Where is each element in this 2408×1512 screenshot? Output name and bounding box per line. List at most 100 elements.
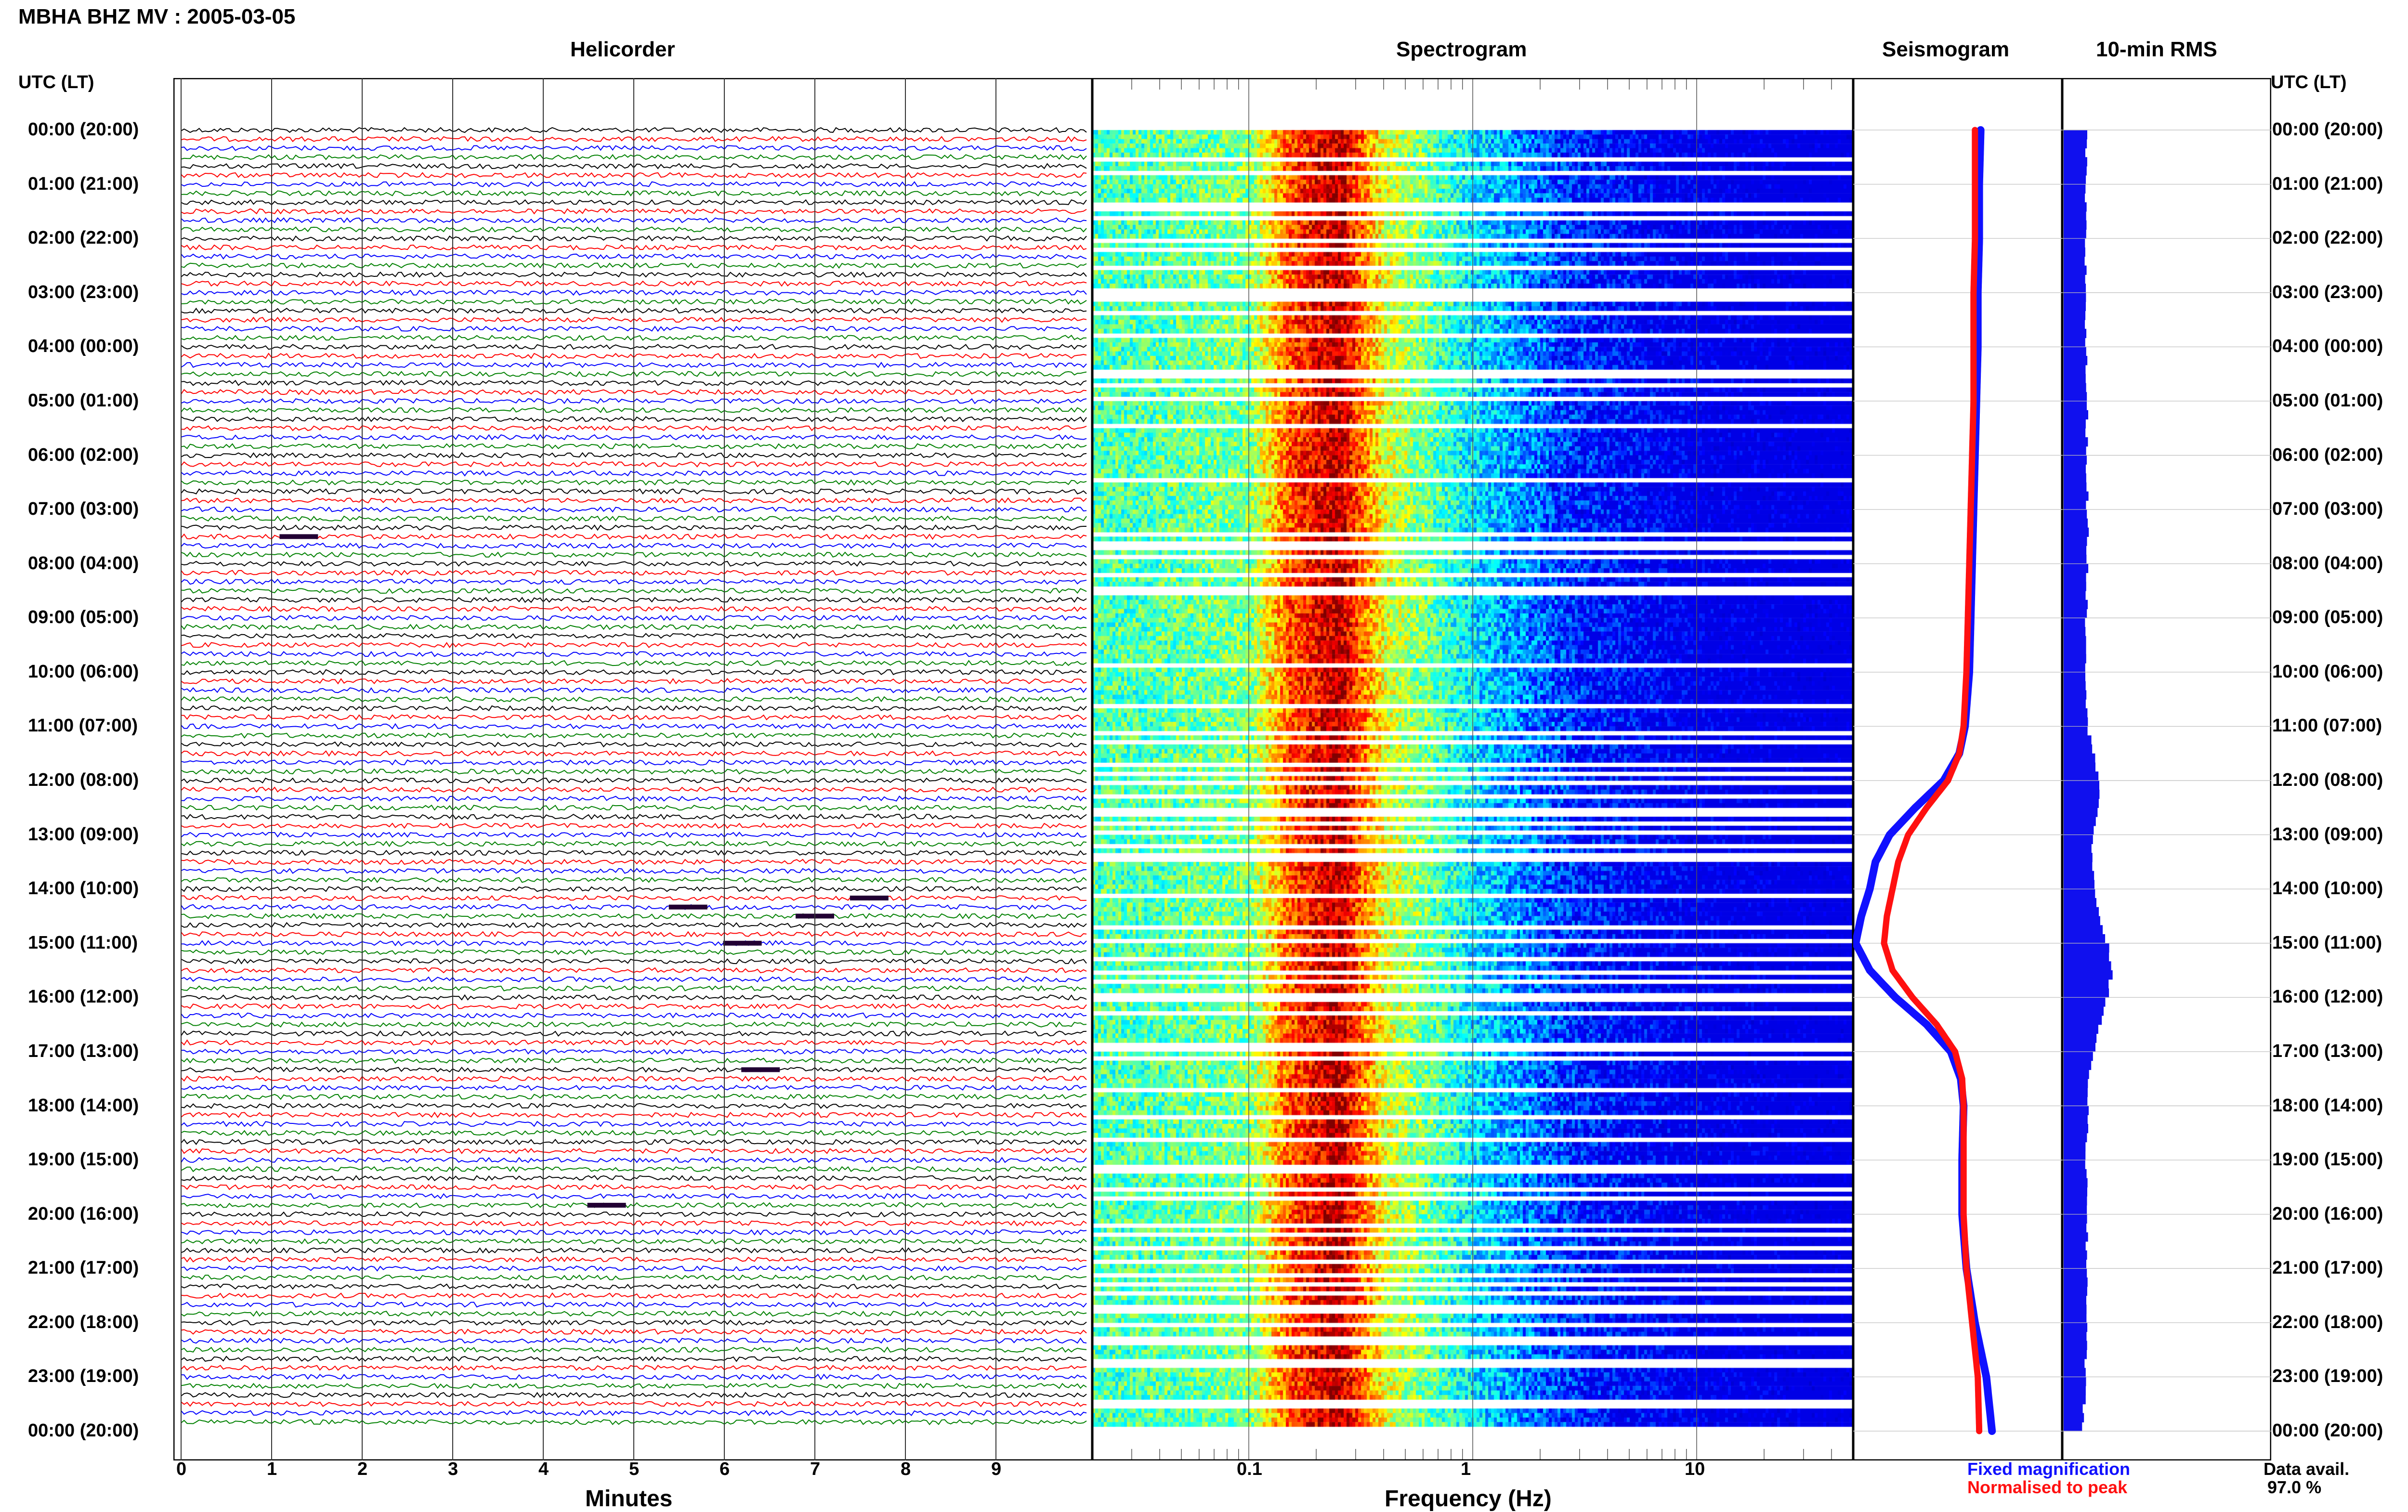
- time-label-left: 09:00 (05:00): [28, 607, 139, 628]
- rms-bar: [2064, 934, 2106, 944]
- rms-bar: [2064, 1133, 2087, 1143]
- rms-bar: [2064, 437, 2088, 447]
- time-label-left: 21:00 (17:00): [28, 1258, 139, 1278]
- rms-bar: [2064, 690, 2087, 700]
- time-label-left: 00:00 (20:00): [28, 119, 139, 140]
- time-label-right: 19:00 (15:00): [2272, 1149, 2383, 1170]
- rms-bar: [2064, 1214, 2087, 1224]
- rms-bar: [2064, 410, 2088, 420]
- minutes-tick: 5: [629, 1459, 640, 1479]
- rms-bar: [2064, 338, 2085, 347]
- rms-bar: [2064, 401, 2087, 411]
- rms-bar: [2064, 139, 2087, 149]
- rms-bar: [2064, 301, 2086, 311]
- rms-bar: [2064, 1232, 2088, 1242]
- time-label-left: 07:00 (03:00): [28, 499, 139, 520]
- time-label-left: 15:00 (11:00): [28, 932, 138, 953]
- rms-bar: [2064, 1088, 2088, 1097]
- time-label-left: 14:00 (10:00): [28, 878, 139, 899]
- time-label-right: 21:00 (17:00): [2272, 1258, 2383, 1278]
- time-label-left: 13:00 (09:00): [28, 824, 139, 845]
- rms-bar: [2064, 1277, 2088, 1287]
- rms-bar: [2064, 636, 2086, 646]
- rms-bar: [2064, 311, 2086, 320]
- spectrogram-header: Spectrogram: [1396, 38, 1527, 61]
- time-label-right: 10:00 (06:00): [2272, 661, 2383, 682]
- rms-bar: [2064, 880, 2094, 889]
- frequency-tick: 10: [1684, 1459, 1705, 1479]
- rms-bar: [2064, 419, 2086, 429]
- rms-bar: [2064, 871, 2094, 880]
- rms-bar: [2064, 365, 2086, 375]
- rms-bar: [2064, 699, 2086, 709]
- rms-bar: [2064, 1006, 2104, 1016]
- rms-bar: [2064, 554, 2087, 564]
- rms-bar: [2064, 356, 2088, 365]
- rms-bar: [2064, 211, 2086, 221]
- time-label-right: 06:00 (02:00): [2272, 444, 2383, 465]
- rms-bar: [2064, 491, 2089, 501]
- rms-bar: [2064, 762, 2095, 772]
- figure-title: MBHA BHZ MV : 2005-03-05: [18, 5, 296, 28]
- rms-bar: [2064, 1404, 2083, 1414]
- time-label-left: 17:00 (13:00): [28, 1041, 139, 1061]
- time-label-right: 15:00 (11:00): [2272, 932, 2382, 953]
- utc-lt-label-right: UTC (LT): [2271, 72, 2347, 92]
- rms-bar: [2064, 1286, 2087, 1296]
- rms-bar: [2064, 609, 2087, 618]
- rms-bar: [2064, 627, 2086, 637]
- time-label-right: 07:00 (03:00): [2272, 499, 2383, 520]
- rms-bar: [2064, 907, 2099, 917]
- rms-bar: [2064, 1358, 2085, 1369]
- helicorder-event: [668, 904, 707, 910]
- minutes-tick: 7: [810, 1459, 821, 1479]
- rms-bar: [2064, 1386, 2086, 1395]
- spectrogram-frame: [1092, 78, 1853, 1460]
- rms-bar: [2064, 1395, 2086, 1405]
- rms-bar: [2064, 247, 2085, 257]
- time-label-right: 00:00 (20:00): [2272, 1421, 2383, 1441]
- rms-bar: [2064, 1259, 2086, 1269]
- rms-bar: [2064, 573, 2086, 582]
- rms-bar: [2064, 1096, 2088, 1107]
- rms-bar: [2064, 383, 2086, 392]
- rms-bar: [2064, 509, 2087, 519]
- rms-bar: [2064, 1151, 2086, 1160]
- minutes-tick: 3: [448, 1459, 458, 1479]
- rms-bar: [2064, 238, 2085, 248]
- rms-bar: [2064, 428, 2086, 438]
- rms-bar: [2064, 1079, 2088, 1088]
- rms-bar: [2064, 781, 2099, 790]
- time-label-left: 03:00 (23:00): [28, 282, 139, 302]
- rms-bar: [2064, 1115, 2088, 1124]
- rms-bar: [2064, 1043, 2095, 1052]
- seismogram-normalised-line: [1881, 127, 1983, 1434]
- time-label-left: 06:00 (02:00): [28, 444, 139, 465]
- rms-bar: [2064, 817, 2096, 826]
- rms-bar: [2064, 1350, 2087, 1359]
- rms-bar: [2064, 1069, 2089, 1079]
- rms-bar: [2064, 1106, 2089, 1115]
- minutes-tick: 9: [991, 1459, 1002, 1479]
- minutes-tick: 8: [901, 1459, 911, 1479]
- rms-bar: [2064, 726, 2088, 736]
- time-label-left: 00:00 (20:00): [28, 1421, 139, 1441]
- rms-bar: [2064, 220, 2087, 230]
- rms-bar: [2064, 925, 2103, 935]
- time-label-right: 08:00 (04:00): [2272, 553, 2383, 574]
- time-label-right: 23:00 (19:00): [2272, 1366, 2383, 1387]
- rms-bar: [2064, 600, 2088, 610]
- rms-bar: [2064, 844, 2092, 853]
- rms-bar: [2064, 672, 2085, 682]
- frequency-axis-label: Frequency (Hz): [1385, 1486, 1552, 1512]
- rms-frame: [2062, 78, 2271, 1460]
- minutes-tick: 4: [538, 1459, 549, 1479]
- rms-bar: [2064, 1024, 2098, 1034]
- rms-bar: [2064, 789, 2100, 799]
- rms-bar: [2064, 744, 2093, 754]
- rms-bar: [2064, 1377, 2086, 1386]
- rms-bar: [2064, 771, 2099, 781]
- helicorder-event: [723, 940, 762, 946]
- time-label-right: 17:00 (13:00): [2272, 1041, 2383, 1061]
